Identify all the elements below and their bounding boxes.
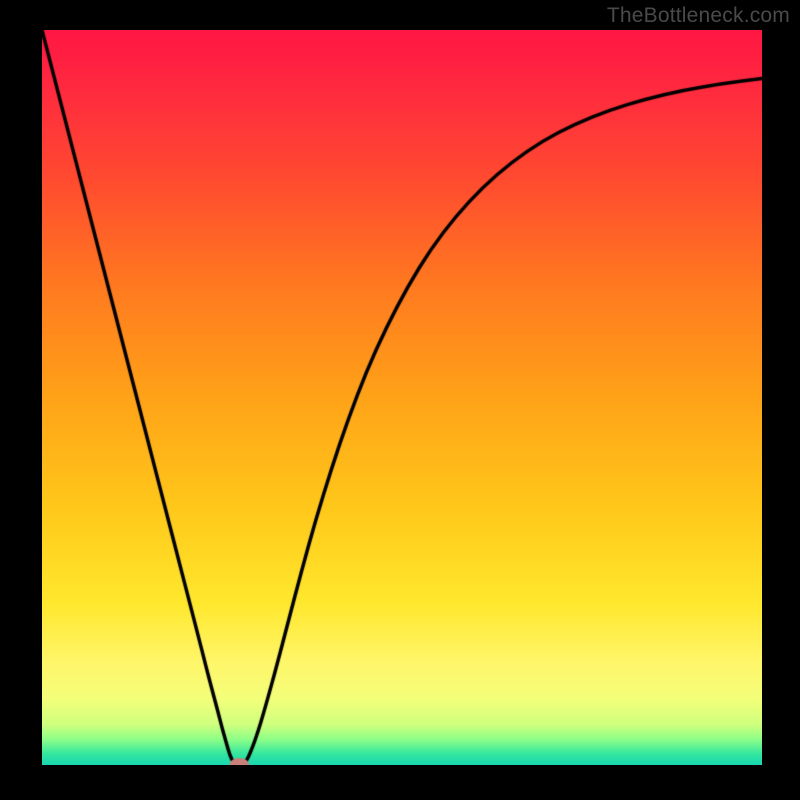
chart-frame: TheBottleneck.com	[0, 0, 800, 800]
watermark-text: TheBottleneck.com	[607, 4, 790, 28]
plot-area	[42, 30, 762, 765]
bottleneck-chart	[42, 30, 762, 765]
